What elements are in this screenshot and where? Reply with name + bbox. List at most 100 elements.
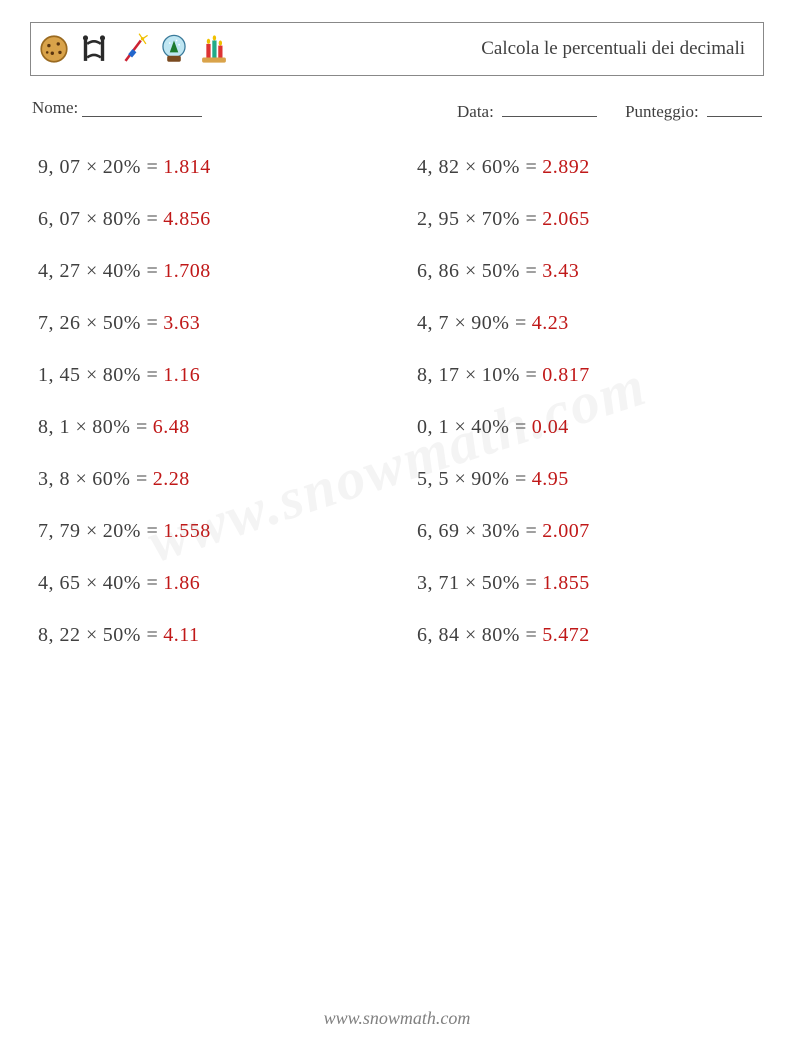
- operand-a: 1, 45: [38, 364, 81, 386]
- problem-row: 6, 07 × 80% = 4.856: [38, 208, 377, 231]
- problem-row: 0, 1 × 40% = 0.04: [417, 416, 756, 439]
- answer: 1.855: [542, 572, 590, 594]
- times-op: ×: [465, 260, 476, 282]
- equals-op: =: [146, 260, 157, 282]
- answer: 4.95: [532, 468, 569, 490]
- operand-b: 50%: [103, 624, 141, 646]
- times-op: ×: [86, 260, 97, 282]
- equals-op: =: [525, 624, 536, 646]
- operand-b: 60%: [92, 468, 130, 490]
- problems-grid: 9, 07 × 20% = 1.814 4, 82 × 60% = 2.892 6,…: [30, 156, 764, 647]
- operand-a: 8, 1: [38, 416, 70, 438]
- times-op: ×: [465, 624, 476, 646]
- times-op: ×: [455, 312, 466, 334]
- answer: 4.23: [532, 312, 569, 334]
- times-op: ×: [86, 364, 97, 386]
- problem-row: 6, 84 × 80% = 5.472: [417, 624, 756, 647]
- operand-b: 50%: [103, 312, 141, 334]
- operand-a: 4, 82: [417, 156, 460, 178]
- operand-a: 6, 69: [417, 520, 460, 542]
- equals-op: =: [146, 208, 157, 230]
- problem-row: 8, 17 × 10% = 0.817: [417, 364, 756, 387]
- operand-b: 80%: [92, 416, 130, 438]
- problem-row: 7, 26 × 50% = 3.63: [38, 312, 377, 335]
- times-op: ×: [86, 208, 97, 230]
- times-op: ×: [455, 468, 466, 490]
- operand-b: 40%: [103, 260, 141, 282]
- operand-b: 80%: [103, 364, 141, 386]
- problem-row: 3, 71 × 50% = 1.855: [417, 572, 756, 595]
- problem-row: 4, 27 × 40% = 1.708: [38, 260, 377, 283]
- firework-icon: [117, 32, 151, 66]
- operand-b: 60%: [482, 156, 520, 178]
- score-blank[interactable]: [707, 98, 762, 117]
- times-op: ×: [86, 156, 97, 178]
- problem-row: 1, 45 × 80% = 1.16: [38, 364, 377, 387]
- answer: 0.817: [542, 364, 590, 386]
- date-blank[interactable]: [502, 98, 597, 117]
- operand-a: 7, 26: [38, 312, 81, 334]
- date-label: Data:: [457, 102, 494, 121]
- problem-row: 6, 86 × 50% = 3.43: [417, 260, 756, 283]
- problem-row: 6, 69 × 30% = 2.007: [417, 520, 756, 543]
- times-op: ×: [465, 520, 476, 542]
- icon-row: [37, 32, 231, 66]
- equals-op: =: [515, 416, 526, 438]
- times-op: ×: [455, 416, 466, 438]
- answer: 5.472: [542, 624, 590, 646]
- times-op: ×: [86, 520, 97, 542]
- problem-row: 4, 82 × 60% = 2.892: [417, 156, 756, 179]
- answer: 2.892: [542, 156, 590, 178]
- equals-op: =: [525, 260, 536, 282]
- answer: 1.814: [163, 156, 211, 178]
- problem-row: 5, 5 × 90% = 4.95: [417, 468, 756, 491]
- operand-b: 40%: [471, 416, 509, 438]
- times-op: ×: [86, 572, 97, 594]
- answer: 1.16: [163, 364, 200, 386]
- answer: 4.11: [163, 624, 199, 646]
- operand-a: 0, 1: [417, 416, 449, 438]
- answer: 2.007: [542, 520, 590, 542]
- operand-a: 4, 27: [38, 260, 81, 282]
- operand-a: 7, 79: [38, 520, 81, 542]
- candles-icon: [197, 32, 231, 66]
- operand-a: 3, 71: [417, 572, 460, 594]
- operand-b: 70%: [482, 208, 520, 230]
- times-op: ×: [465, 156, 476, 178]
- problem-row: 7, 79 × 20% = 1.558: [38, 520, 377, 543]
- operand-a: 6, 86: [417, 260, 460, 282]
- equals-op: =: [146, 572, 157, 594]
- answer: 2.28: [153, 468, 190, 490]
- equals-op: =: [525, 520, 536, 542]
- operand-a: 2, 95: [417, 208, 460, 230]
- equals-op: =: [146, 312, 157, 334]
- header-box: Calcola le percentuali dei decimali: [30, 22, 764, 76]
- equals-op: =: [146, 364, 157, 386]
- operand-a: 9, 07: [38, 156, 81, 178]
- answer: 1.86: [163, 572, 200, 594]
- equals-op: =: [136, 468, 147, 490]
- problem-row: 4, 65 × 40% = 1.86: [38, 572, 377, 595]
- operand-a: 6, 07: [38, 208, 81, 230]
- times-op: ×: [86, 624, 97, 646]
- operand-b: 80%: [482, 624, 520, 646]
- worksheet-title: Calcola le percentuali dei decimali: [481, 38, 753, 60]
- snowglobe-icon: [157, 32, 191, 66]
- name-blank[interactable]: [82, 98, 202, 117]
- problem-row: 9, 07 × 20% = 1.814: [38, 156, 377, 179]
- operand-b: 20%: [103, 156, 141, 178]
- answer: 0.04: [532, 416, 569, 438]
- times-op: ×: [76, 416, 87, 438]
- equals-op: =: [146, 520, 157, 542]
- operand-a: 8, 17: [417, 364, 460, 386]
- info-line: Nome: Data: Punteggio:: [30, 98, 764, 122]
- answer: 3.43: [542, 260, 579, 282]
- operand-b: 50%: [482, 260, 520, 282]
- problem-row: 3, 8 × 60% = 2.28: [38, 468, 377, 491]
- equals-op: =: [525, 572, 536, 594]
- operand-b: 90%: [471, 312, 509, 334]
- problem-row: 8, 22 × 50% = 4.11: [38, 624, 377, 647]
- operand-a: 6, 84: [417, 624, 460, 646]
- answer: 6.48: [153, 416, 190, 438]
- answer: 2.065: [542, 208, 590, 230]
